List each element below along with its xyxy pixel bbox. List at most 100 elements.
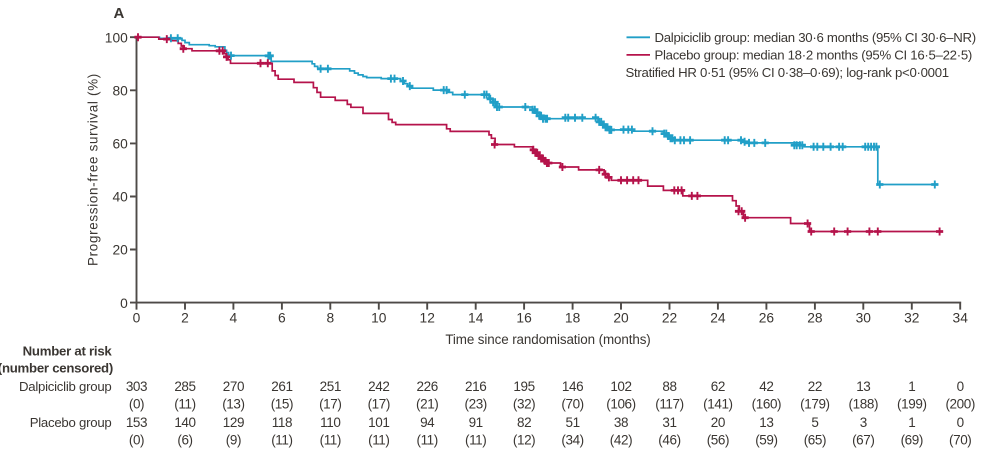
svg-text:0: 0 <box>957 415 964 430</box>
svg-text:(200): (200) <box>945 396 975 411</box>
svg-text:42: 42 <box>759 379 773 394</box>
svg-text:(46): (46) <box>658 432 680 447</box>
svg-text:(141): (141) <box>703 396 733 411</box>
svg-text:13: 13 <box>856 379 870 394</box>
svg-text:Progression-free survival (%): Progression-free survival (%) <box>86 73 101 266</box>
svg-text:12: 12 <box>420 310 435 325</box>
svg-text:Dalpiciclib group: Dalpiciclib group <box>19 379 112 394</box>
svg-text:(11): (11) <box>174 396 195 411</box>
svg-text:(70): (70) <box>561 396 583 411</box>
svg-text:303: 303 <box>126 379 147 394</box>
svg-text:Time since randomisation (mont: Time since randomisation (months) <box>445 332 650 347</box>
svg-text:(34): (34) <box>561 432 583 447</box>
svg-text:0: 0 <box>120 296 128 311</box>
svg-text:28: 28 <box>807 310 823 325</box>
svg-text:101: 101 <box>368 415 389 430</box>
svg-text:62: 62 <box>711 379 725 394</box>
svg-text:2: 2 <box>181 310 189 325</box>
svg-text:1: 1 <box>908 415 915 430</box>
svg-text:(23): (23) <box>464 396 486 411</box>
svg-text:100: 100 <box>105 30 128 45</box>
svg-text:(199): (199) <box>897 396 927 411</box>
svg-text:Number at risk: Number at risk <box>23 344 113 359</box>
svg-text:(70): (70) <box>949 432 971 447</box>
svg-text:153: 153 <box>126 415 147 430</box>
svg-text:6: 6 <box>278 310 286 325</box>
svg-text:Placebo group: median 18·2 mon: Placebo group: median 18·2 months (95% C… <box>655 48 973 63</box>
svg-text:(15): (15) <box>271 396 293 411</box>
svg-text:(number censored): (number censored) <box>0 361 113 376</box>
svg-text:102: 102 <box>610 379 631 394</box>
svg-text:(42): (42) <box>610 432 632 447</box>
svg-text:216: 216 <box>465 379 486 394</box>
svg-text:0: 0 <box>133 310 141 325</box>
svg-text:261: 261 <box>271 379 292 394</box>
svg-text:Placebo group: Placebo group <box>30 415 112 430</box>
svg-text:(17): (17) <box>368 396 390 411</box>
svg-text:4: 4 <box>230 310 238 325</box>
svg-text:(0): (0) <box>129 396 144 411</box>
svg-text:24: 24 <box>710 310 726 325</box>
svg-text:(67): (67) <box>852 432 874 447</box>
svg-text:(188): (188) <box>849 396 879 411</box>
svg-text:(117): (117) <box>655 396 684 411</box>
svg-text:22: 22 <box>808 379 822 394</box>
svg-text:0: 0 <box>957 379 964 394</box>
svg-text:30: 30 <box>856 310 872 325</box>
svg-text:251: 251 <box>320 379 341 394</box>
svg-text:270: 270 <box>223 379 244 394</box>
svg-text:3: 3 <box>860 415 867 430</box>
svg-text:1: 1 <box>908 379 915 394</box>
svg-text:(11): (11) <box>271 432 292 447</box>
svg-text:60: 60 <box>112 137 128 152</box>
svg-text:285: 285 <box>174 379 195 394</box>
svg-text:(179): (179) <box>800 396 830 411</box>
svg-text:118: 118 <box>272 415 292 430</box>
svg-text:140: 140 <box>174 415 195 430</box>
svg-text:129: 129 <box>223 415 244 430</box>
svg-text:Stratified HR 0·51 (95% CI 0·3: Stratified HR 0·51 (95% CI 0·38–0·69); l… <box>626 65 949 80</box>
svg-text:(11): (11) <box>320 432 341 447</box>
svg-text:226: 226 <box>417 379 438 394</box>
svg-text:32: 32 <box>904 310 919 325</box>
svg-text:26: 26 <box>759 310 775 325</box>
svg-text:20: 20 <box>711 415 725 430</box>
svg-text:13: 13 <box>759 415 773 430</box>
svg-text:(11): (11) <box>465 432 486 447</box>
svg-text:(59): (59) <box>755 432 777 447</box>
svg-text:(106): (106) <box>606 396 636 411</box>
svg-text:(12): (12) <box>513 432 535 447</box>
svg-text:Dalpiciclib group: median 30·6: Dalpiciclib group: median 30·6 months (9… <box>655 30 976 45</box>
svg-text:31: 31 <box>662 415 676 430</box>
svg-text:(9): (9) <box>226 432 241 447</box>
svg-text:82: 82 <box>517 415 531 430</box>
svg-text:(56): (56) <box>707 432 729 447</box>
svg-text:(13): (13) <box>222 396 244 411</box>
svg-text:(11): (11) <box>416 432 437 447</box>
svg-text:(11): (11) <box>368 432 389 447</box>
svg-text:80: 80 <box>112 84 128 99</box>
svg-text:18: 18 <box>565 310 581 325</box>
svg-text:A: A <box>114 5 125 22</box>
svg-text:242: 242 <box>368 379 389 394</box>
svg-text:34: 34 <box>953 310 969 325</box>
svg-text:(160): (160) <box>752 396 782 411</box>
svg-text:5: 5 <box>811 415 818 430</box>
svg-text:94: 94 <box>420 415 435 430</box>
svg-text:(6): (6) <box>177 432 192 447</box>
svg-text:8: 8 <box>326 310 334 325</box>
svg-text:10: 10 <box>371 310 387 325</box>
svg-text:(32): (32) <box>513 396 535 411</box>
svg-text:14: 14 <box>468 310 484 325</box>
svg-text:91: 91 <box>469 415 483 430</box>
svg-text:(0): (0) <box>129 432 144 447</box>
svg-text:20: 20 <box>112 243 128 258</box>
svg-text:(65): (65) <box>804 432 826 447</box>
svg-text:110: 110 <box>320 415 340 430</box>
svg-text:16: 16 <box>516 310 532 325</box>
svg-text:195: 195 <box>513 379 534 394</box>
svg-text:(21): (21) <box>416 396 438 411</box>
svg-text:(17): (17) <box>319 396 341 411</box>
svg-text:40: 40 <box>112 190 128 205</box>
svg-text:51: 51 <box>565 415 579 430</box>
